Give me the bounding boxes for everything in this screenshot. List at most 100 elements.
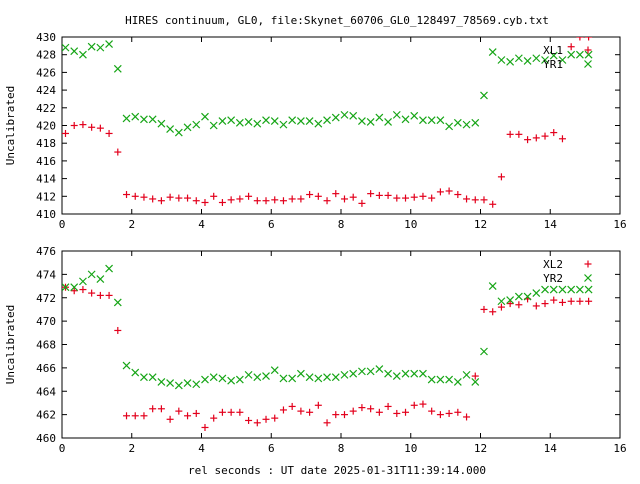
y-tick-label: 466: [36, 362, 56, 375]
data-point: [549, 51, 558, 60]
data-point: [375, 365, 384, 373]
data-point: [453, 377, 462, 386]
data-point: [140, 412, 148, 420]
data-point: [192, 409, 200, 417]
data-point: [113, 298, 122, 307]
data-point: [393, 194, 401, 202]
data-point: [227, 196, 235, 204]
data-point: [70, 122, 78, 129]
data-point: [105, 40, 114, 49]
data-point: [323, 419, 331, 427]
chart-title: HIRES continuum, GL0, file:Skynet_60706_…: [125, 14, 549, 27]
data-point: [358, 404, 366, 412]
data-point: [270, 117, 279, 125]
data-point: [471, 377, 480, 386]
data-point: [419, 116, 427, 125]
data-point: [585, 37, 593, 41]
data-point: [96, 124, 104, 132]
x-tick-label: 6: [268, 218, 275, 231]
data-point: [402, 194, 410, 202]
data-point: [523, 292, 532, 301]
panel-bottom: 0 2 4 6 8 10 12 14 16460462464466468470472474476…: [4, 245, 627, 455]
data-point: [166, 379, 175, 387]
data-point: [314, 119, 323, 128]
data-point: [436, 375, 445, 384]
data-point: [428, 407, 436, 415]
data-point: [79, 286, 87, 294]
y-axis-label: Uncalibrated: [4, 305, 17, 384]
data-point: [558, 298, 566, 306]
data-point: [122, 361, 131, 370]
data-point: [463, 195, 471, 203]
data-point: [384, 191, 392, 199]
data-point: [253, 197, 261, 205]
data-point: [235, 375, 244, 384]
legend-marker: [584, 60, 592, 68]
data-point: [62, 129, 69, 137]
data-point: [270, 366, 279, 375]
data-point: [401, 115, 410, 124]
data-point: [436, 411, 444, 419]
data-point: [471, 118, 480, 127]
data-point: [323, 116, 331, 125]
data-point: [514, 54, 523, 63]
data-point: [305, 373, 314, 382]
data-point: [471, 372, 479, 380]
x-tick-label: 2: [128, 442, 135, 455]
data-point: [340, 195, 348, 203]
data-point: [96, 275, 105, 283]
data-point: [279, 406, 287, 414]
data-point: [419, 400, 427, 408]
data-point: [332, 190, 340, 198]
data-point: [567, 285, 576, 294]
data-point: [541, 56, 549, 64]
data-point: [105, 291, 113, 299]
data-point: [384, 369, 393, 378]
data-point: [227, 376, 236, 385]
data-point: [209, 121, 218, 130]
plot-frame: [61, 250, 621, 439]
data-point: [366, 367, 375, 376]
data-point: [427, 116, 436, 125]
data-point: [567, 43, 575, 51]
data-point: [244, 118, 253, 126]
data-point: [358, 117, 366, 125]
data-point: [157, 405, 165, 413]
y-tick-label: 476: [36, 245, 56, 258]
data-point: [340, 110, 349, 119]
data-point: [253, 119, 262, 128]
y-tick-label: 416: [36, 155, 56, 168]
legend-label: YR2: [543, 272, 563, 285]
data-point: [349, 111, 358, 120]
x-tick-label: 10: [404, 442, 417, 455]
data-point: [419, 369, 427, 378]
data-point: [131, 368, 140, 377]
y-tick-label: 412: [36, 190, 56, 203]
data-point: [244, 370, 253, 379]
data-point: [497, 173, 505, 181]
series-xl2: [62, 283, 593, 431]
data-point: [288, 402, 296, 410]
data-point: [532, 134, 540, 142]
data-point: [279, 374, 288, 383]
data-point: [523, 56, 532, 65]
data-point: [157, 377, 166, 386]
data-point: [184, 412, 192, 420]
data-point: [532, 289, 541, 297]
y-tick-label: 460: [36, 432, 56, 445]
data-point: [506, 130, 514, 138]
data-point: [462, 120, 471, 129]
data-point: [192, 120, 201, 129]
y-tick-label: 418: [36, 137, 56, 150]
data-point: [148, 115, 157, 124]
data-point: [584, 285, 593, 294]
data-point: [218, 374, 227, 383]
data-point: [131, 192, 139, 200]
y-tick-label: 470: [36, 315, 56, 328]
data-point: [174, 128, 183, 137]
data-point: [349, 193, 357, 201]
data-point: [262, 372, 270, 380]
data-point: [149, 195, 157, 203]
